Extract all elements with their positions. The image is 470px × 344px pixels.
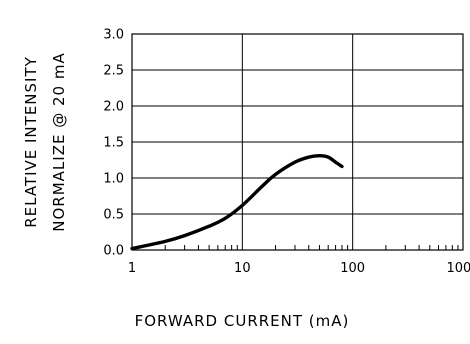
y-tick-label: 0.0	[103, 244, 124, 259]
x-tick-label: 1000	[446, 261, 470, 276]
x-tick-labels: 1 10 100 1000	[128, 261, 470, 276]
y-axis-label-line-1: RELATIVE INTENSITY	[22, 56, 40, 228]
y-tick-label: 3.0	[103, 28, 124, 43]
x-tick-label: 100	[340, 261, 365, 276]
y-axis-label-line-2: NORMALIZE @ 20 mA	[50, 52, 68, 231]
series-line	[130, 153, 344, 251]
y-tick-label: 2.0	[103, 100, 124, 115]
x-tick-label: 10	[234, 261, 251, 276]
y-tick-label: 2.5	[103, 64, 124, 79]
y-tick-label: 1.5	[103, 136, 124, 151]
y-tick-label: 0.5	[103, 208, 124, 223]
series-layer	[130, 153, 344, 251]
grid	[132, 34, 463, 250]
y-tick-label: 1.0	[103, 172, 124, 187]
x-axis-label: FORWARD CURRENT (mA)	[135, 312, 350, 330]
plot-frame	[131, 33, 464, 251]
y-tick-labels: 0.0 0.5 1.0 1.5 2.0 2.5 3.0	[103, 28, 124, 259]
x-tick-label: 1	[128, 261, 136, 276]
tick-marks	[164, 245, 459, 250]
